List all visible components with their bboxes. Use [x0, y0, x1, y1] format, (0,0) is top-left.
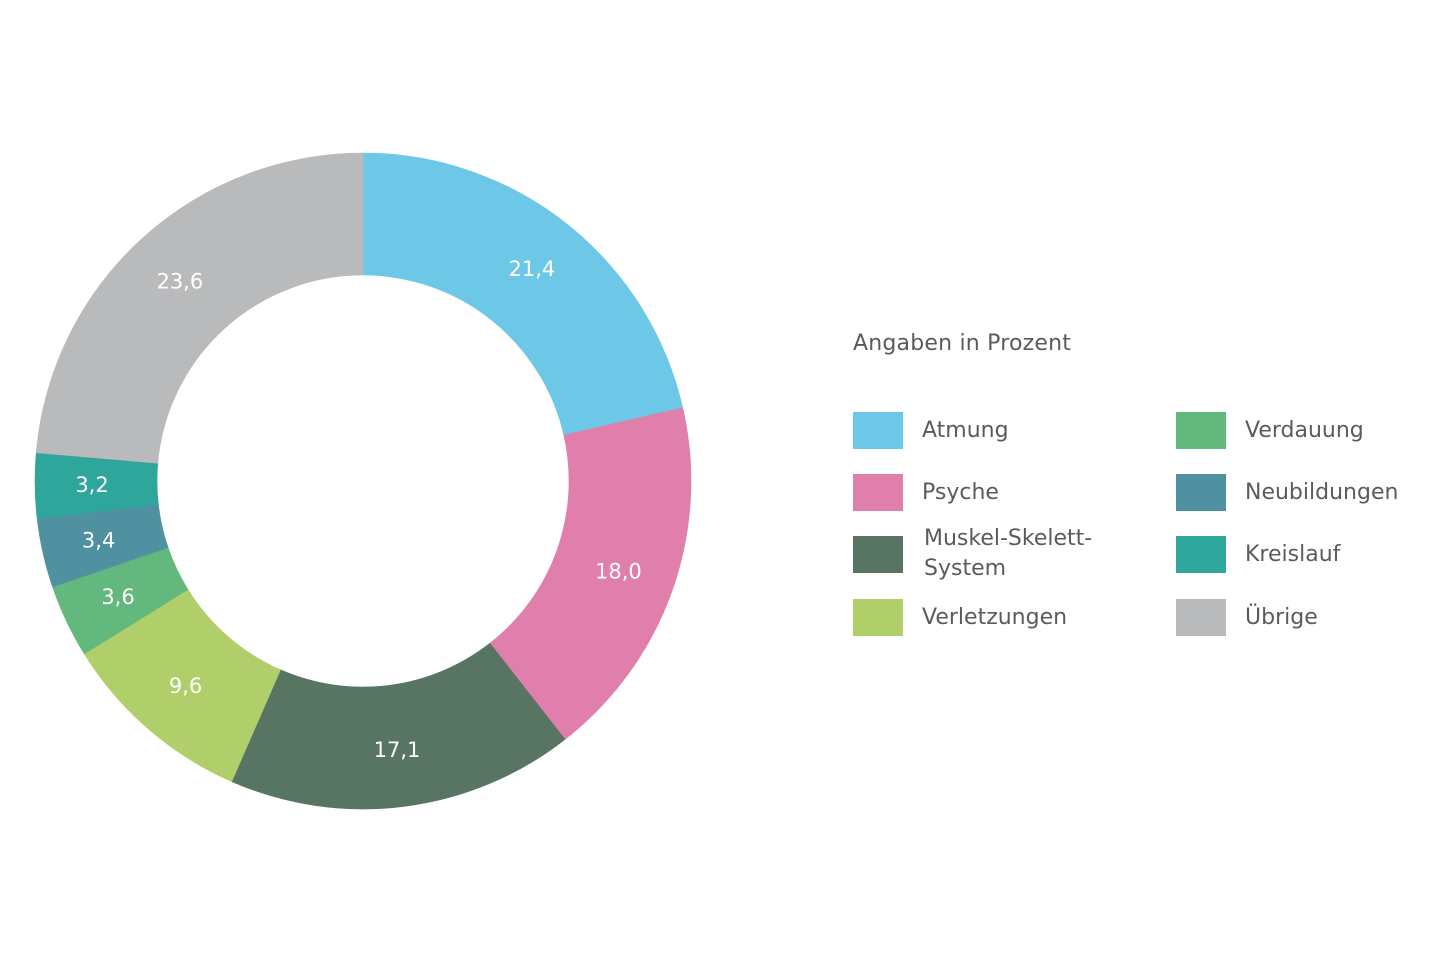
legend-label: Verletzungen: [922, 604, 1068, 630]
legend-swatch-icon: [853, 535, 903, 573]
legend-swatch-icon: [853, 474, 903, 511]
legend-label: Verdauung: [1245, 417, 1364, 443]
legend-swatch-icon: [1176, 412, 1226, 449]
legend-label: Übrige: [1245, 604, 1318, 630]
legend-title: Angaben in Prozent: [853, 331, 1072, 356]
legend-item-muskel-skelett-system: Muskel-Skelett- System: [853, 524, 1092, 584]
slice-value-label: 3,2: [75, 473, 108, 497]
donut-slice-atmung: [362, 152, 684, 436]
legend-item-verletzungen: Verletzungen: [853, 599, 1067, 636]
legend-item-verdauung: Verdauung: [1176, 412, 1364, 449]
legend-item-atmung: Atmung: [853, 412, 1009, 449]
donut-slice--brige: [35, 152, 364, 464]
legend-item-psyche: Psyche: [853, 474, 999, 511]
slice-value-label: 9,6: [169, 674, 202, 698]
legend-swatch-icon: [1176, 536, 1226, 573]
slice-value-label: 17,1: [374, 738, 421, 762]
legend-item-kreislauf: Kreislauf: [1176, 536, 1340, 573]
legend-swatch-icon: [1176, 474, 1226, 511]
donut-slice-psyche: [489, 407, 692, 740]
legend-label: Atmung: [922, 417, 1009, 443]
legend-swatch-icon: [853, 412, 903, 449]
legend-label: Neubildungen: [1245, 479, 1399, 505]
donut-slice-muskel-skelett-system: [231, 642, 566, 810]
donut-chart: 21,4 18,0 17,1 9,6 3,6 3,4 3,2 23,6: [34, 152, 692, 810]
slice-value-label: 23,6: [156, 269, 203, 293]
legend-item-neubildungen: Neubildungen: [1176, 474, 1398, 511]
legend-label: Psyche: [922, 479, 999, 505]
legend-item-uebrige: Übrige: [1176, 599, 1318, 636]
slice-value-label: 18,0: [595, 560, 642, 584]
legend-label: Muskel-Skelett- System: [924, 526, 1093, 581]
legend-swatch-icon: [1176, 599, 1226, 636]
slice-value-label: 3,4: [82, 529, 115, 553]
legend-swatch-icon: [853, 599, 903, 636]
slice-value-label: 3,6: [101, 585, 134, 609]
legend-label: Kreislauf: [1245, 541, 1341, 567]
slice-value-label: 21,4: [509, 257, 556, 281]
